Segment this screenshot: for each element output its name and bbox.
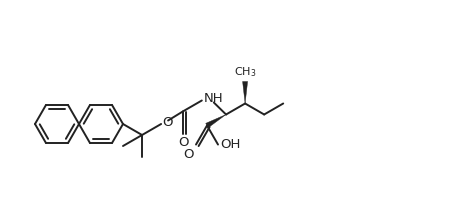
Text: OH: OH xyxy=(220,138,240,151)
Text: O: O xyxy=(184,148,194,160)
Text: O: O xyxy=(178,137,189,149)
Polygon shape xyxy=(206,114,226,128)
Text: CH$_3$: CH$_3$ xyxy=(234,66,256,80)
Text: NH: NH xyxy=(204,92,224,105)
Polygon shape xyxy=(243,81,248,103)
Text: O: O xyxy=(163,117,173,130)
